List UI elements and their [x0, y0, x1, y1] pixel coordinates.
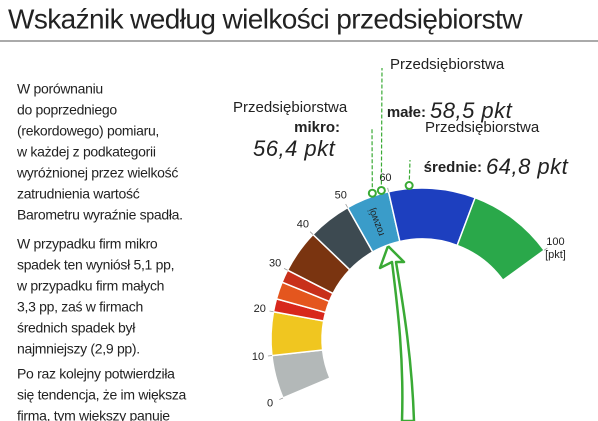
paragraph-line: Po raz kolejny potwierdziła: [17, 366, 175, 382]
tick-label: 40: [297, 219, 309, 231]
tick-mark: [309, 231, 314, 235]
tick-label: 50: [335, 189, 347, 201]
marker: [376, 185, 386, 195]
paragraph-line: Barometru wyraźnie spadła.: [17, 207, 183, 223]
paragraph-line: W przypadku firm mikro: [17, 236, 158, 252]
marker-title: Przedsiębiorstwa: [233, 99, 348, 116]
tick-mark: [543, 247, 548, 251]
gauge-segment: [271, 349, 331, 399]
leader-line: [380, 67, 383, 191]
marker: [367, 188, 377, 198]
leader-line: [408, 159, 411, 186]
arrow: [378, 244, 416, 421]
paragraph-line: najmniejszy (2,9 pp).: [17, 341, 140, 357]
paragraph-line: w każdej z podkategorii: [16, 144, 156, 160]
gauge-segment: [456, 196, 546, 282]
title: Wskaźnik według wielkości przedsiębiorst…: [8, 3, 523, 34]
paragraph-line: 3,3 pp, zaś w firmach: [17, 299, 143, 315]
tick-label: 0: [267, 397, 273, 409]
paragraph-line: się tendencja, że im większa: [17, 387, 187, 403]
marker-value: 64,8 pkt: [486, 154, 569, 179]
marker-value: 56,4 pkt: [253, 136, 336, 161]
paragraph-line: w przypadku firm małych: [16, 278, 164, 294]
tick-mark: [283, 268, 288, 271]
unit-label: [pkt]: [545, 249, 566, 261]
paragraph-line: do poprzedniego: [17, 102, 117, 118]
paragraph-line: (rekordowego) pomiaru,: [17, 123, 159, 139]
tick-label: 20: [254, 303, 266, 315]
text-column: W porównaniu do poprzedniego (rekordowego)…: [16, 81, 187, 421]
marker-name: mikro:: [294, 119, 340, 136]
paragraph-line: wyróżnionej przez wielkość: [16, 165, 178, 181]
gauge: rozwój0102030405060100[pkt]Przedsiębiors…: [233, 56, 569, 409]
tick-mark: [387, 187, 389, 192]
paragraph-line: spadek ten wyniósł 5,1 pp,: [17, 257, 174, 273]
paragraph-line: zatrudnienia wartość: [17, 186, 140, 202]
tick-label: 60: [379, 172, 391, 184]
marker-title: Przedsiębiorstwa: [390, 56, 505, 73]
paragraph-line: firma, tym większy panuje: [17, 408, 170, 421]
marker-title: Przedsiębiorstwa: [425, 119, 540, 136]
tick-label: 100: [546, 236, 564, 248]
marker: [404, 181, 414, 191]
tick-mark: [279, 397, 284, 400]
tick-mark: [269, 310, 274, 313]
marker-name: małe:: [387, 104, 426, 121]
marker-name: średnie:: [424, 159, 482, 176]
tick-mark: [345, 203, 348, 208]
tick-label: 30: [269, 258, 281, 270]
paragraph-line: W porównaniu: [17, 81, 103, 97]
paragraph-line: średnich spadek był: [17, 320, 136, 336]
tick-label: 10: [252, 351, 264, 363]
marker-value: 58,5 pkt: [430, 98, 513, 123]
